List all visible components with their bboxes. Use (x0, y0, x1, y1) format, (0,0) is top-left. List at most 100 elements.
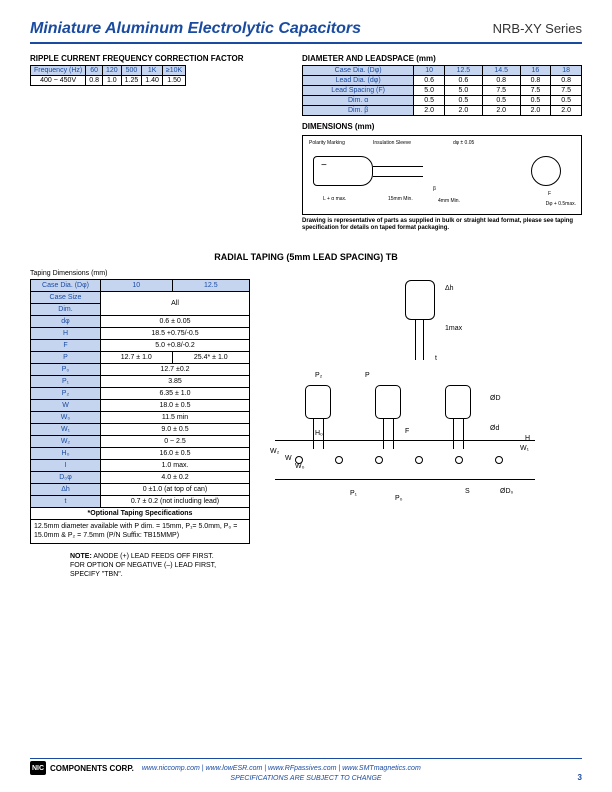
footer-line: NIC COMPONENTS CORP. www.niccomp.com | w… (30, 758, 582, 775)
page-number: 3 (578, 773, 582, 782)
dphi-label: dφ ± 0.05 (453, 140, 474, 146)
W-label: W (285, 455, 292, 462)
ripple-col-3: 500 (121, 66, 142, 76)
col-125: 12.5 (172, 280, 249, 292)
D0-label: ØD₀ (500, 488, 513, 495)
drawing-note: Drawing is representative of parts as su… (302, 218, 582, 232)
end-view-icon (531, 156, 561, 186)
row-k: W₀ (31, 412, 101, 424)
row-k: D₀φ (31, 472, 101, 484)
f-label: F (548, 191, 551, 197)
nic-logo-icon: NIC (30, 761, 46, 775)
ripple-cell: 1.25 (121, 76, 142, 86)
H0-label: H₀ (315, 430, 323, 437)
row-v: 5.0 +0.8/-0.2 (101, 340, 250, 352)
tape-drawing: Δh 1max t P₂ P ØD Ød F H W₁ (265, 270, 582, 550)
row-v: 12.7 ± 1.0 (101, 352, 173, 364)
dia-cell: 0.5 (520, 96, 551, 106)
row-k: Δh (31, 484, 101, 496)
component-top-icon (405, 280, 435, 320)
lead-icon (373, 176, 423, 177)
row-k: t (31, 496, 101, 508)
dim-label: Dim. (31, 304, 101, 316)
case-dia-hdr: Case Dia. (Dφ) (31, 280, 101, 292)
dia-cell: 0.5 (414, 96, 445, 106)
P1-label: P₁ (350, 490, 357, 497)
dia-cell: 2.0 (444, 106, 482, 116)
dia-col-3: 14.5 (482, 66, 520, 76)
component-icon (375, 385, 401, 419)
ripple-cell: 1.50 (162, 76, 185, 86)
sleeve-label: Insulation Sleeve (373, 140, 411, 146)
dia-cell: 0.5 (444, 96, 482, 106)
row-v: 25.4* ± 1.0 (172, 352, 249, 364)
row-k: P₂ (31, 388, 101, 400)
dia-cell: 0.8 (520, 76, 551, 86)
dimensions-drawing: Polarity Marking Insulation Sleeve dφ ± … (302, 135, 582, 215)
d-label: Ød (490, 425, 499, 432)
ripple-col-4: 1K (142, 66, 163, 76)
row-v: 0 ~ 2.5 (101, 436, 250, 448)
dia-cell: 2.0 (551, 106, 582, 116)
dia-cell: Dim. β (303, 106, 414, 116)
dia-col-5: 18 (551, 66, 582, 76)
ripple-col-1: 60 (86, 66, 103, 76)
dia-cell: 2.0 (414, 106, 445, 116)
row-v: 18.5 +0.75/-0.5 (101, 328, 250, 340)
dia-cell: 2.0 (482, 106, 520, 116)
dimensions-heading: DIMENSIONS (mm) (302, 122, 582, 131)
page-footer: NIC COMPONENTS CORP. www.niccomp.com | w… (30, 758, 582, 782)
dia-cell: 7.5 (482, 86, 520, 96)
top-section: RIPPLE CURRENT FREQUENCY CORRECTION FACT… (30, 54, 582, 232)
row-v: 0.6 ± 0.05 (101, 316, 250, 328)
dia-cell: 0.5 (551, 96, 582, 106)
taping-table: Case Dia. (Dφ) 10 12.5 Case Size All Dim… (30, 279, 250, 543)
dia-cell: 0.6 (444, 76, 482, 86)
row-k: P₁ (31, 376, 101, 388)
dia-col-2: 12.5 (444, 66, 482, 76)
taping-footnote: 12.5mm diameter available with P dim. = … (31, 520, 250, 543)
optional-spec: *Optional Taping Specifications (31, 508, 250, 520)
P0-label: P₀ (395, 495, 403, 502)
row-k: W₁ (31, 424, 101, 436)
component-icon (305, 385, 331, 419)
dia-cell: Lead Dia. (dφ) (303, 76, 414, 86)
row-v: 0 ±1.0 (at top of can) (101, 484, 250, 496)
ripple-cell: 0.8 (86, 76, 103, 86)
row-v: 11.5 min (101, 412, 250, 424)
row-k: H (31, 328, 101, 340)
note-bold: NOTE: (70, 553, 92, 560)
p-label: P (365, 372, 370, 379)
F-label: F (405, 428, 409, 435)
case-size-label: Case Size (31, 292, 101, 304)
taping-caption: Taping Dimensions (mm) (30, 270, 250, 277)
lmax-label: 1max (445, 325, 462, 332)
corp-name: COMPONENTS CORP. (50, 764, 134, 773)
row-v: 16.0 ± 0.5 (101, 448, 250, 460)
row-v: 18.0 ± 0.5 (101, 400, 250, 412)
row-v: 9.0 ± 0.5 (101, 424, 250, 436)
W0-label: W₀ (295, 463, 305, 470)
minus-icon: − (321, 160, 327, 171)
p2-label: P₂ (315, 372, 322, 379)
dia-cell: Lead Spacing (F) (303, 86, 414, 96)
page-header: Miniature Aluminum Electrolytic Capacito… (30, 20, 582, 44)
component-icon (445, 385, 471, 419)
row-k: W₂ (31, 436, 101, 448)
note-text: SPECIFY "TBN". (70, 571, 123, 578)
col-10: 10 (101, 280, 173, 292)
dia-cell: Dim. α (303, 96, 414, 106)
lead-icon (373, 166, 423, 167)
row-k: F (31, 340, 101, 352)
dh-label: Δh (445, 285, 454, 292)
d-label: Dφ + 0.5max. (546, 201, 576, 207)
note-text: ANODE (+) LEAD FEEDS OFF FIRST. (92, 553, 214, 560)
taping-table-wrap: Taping Dimensions (mm) Case Dia. (Dφ) 10… (30, 270, 250, 578)
row-v: 4.0 ± 0.2 (101, 472, 250, 484)
S-label: S (465, 488, 470, 495)
row-k: W (31, 400, 101, 412)
ripple-heading: RIPPLE CURRENT FREQUENCY CORRECTION FACT… (30, 54, 250, 63)
note-text: FOR OPTION OF NEGATIVE (–) LEAD FIRST, (70, 562, 216, 569)
ripple-section: RIPPLE CURRENT FREQUENCY CORRECTION FACT… (30, 54, 250, 232)
ripple-col-2: 120 (102, 66, 121, 76)
